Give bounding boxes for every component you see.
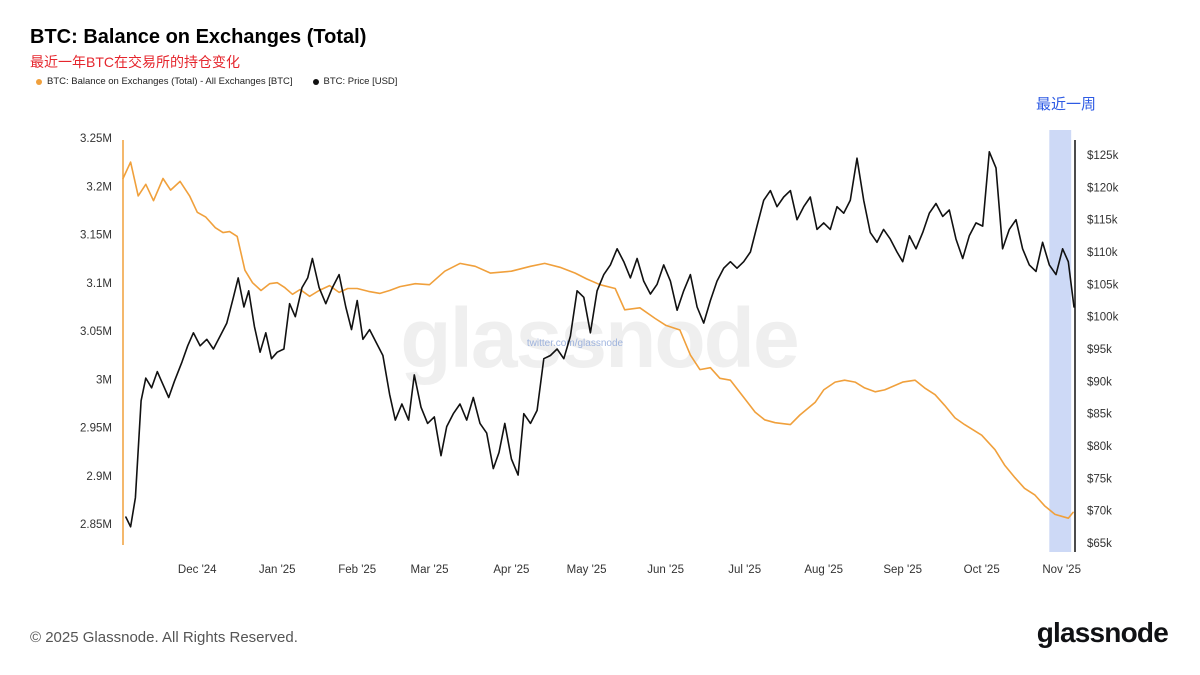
watermark-text: glassnode (400, 291, 797, 385)
right-axis-tick-label: $115k (1087, 215, 1118, 227)
x-axis-tick-label: Jun '25 (647, 564, 684, 576)
x-axis-tick-label: Nov '25 (1042, 564, 1081, 576)
legend-label-balance: BTC: Balance on Exchanges (Total) - All … (47, 76, 293, 87)
right-axis-tick-label: $85k (1087, 409, 1112, 421)
x-axis-tick-label: Apr '25 (493, 564, 529, 576)
legend-item-price: BTC: Price [USD] (312, 76, 398, 87)
right-axis-tick-label: $110k (1087, 247, 1118, 259)
left-axis-tick-label: 3.15M (80, 230, 112, 242)
balance-series-line (122, 161, 1074, 520)
right-axis-tick-label: $65k (1087, 538, 1112, 550)
copyright-text: © 2025 Glassnode. All Rights Reserved. (30, 629, 298, 646)
x-axis-tick-label: Jan '25 (259, 564, 296, 576)
x-axis-tick-label: Oct '25 (964, 564, 1000, 576)
x-axis-tick-label: Mar '25 (411, 564, 449, 576)
x-axis-tick-label: Dec '24 (178, 564, 217, 576)
right-axis-tick-label: $75k (1087, 473, 1112, 485)
legend-item-balance: BTC: Balance on Exchanges (Total) - All … (36, 76, 293, 87)
legend-label-price: BTC: Price [USD] (323, 76, 398, 87)
right-axis-tick-label: $95k (1087, 344, 1112, 356)
legend-dot-balance-icon (36, 78, 42, 85)
left-axis-tick-label: 2.95M (80, 423, 112, 435)
highlight-annotation: 最近一周 (1035, 96, 1096, 113)
left-axis-tick-label: 3.25M (80, 133, 112, 145)
right-axis-tick-label: $70k (1087, 506, 1112, 518)
left-axis-tick-label: 2.85M (80, 519, 112, 531)
right-axis-tick-label: $120k (1087, 182, 1119, 194)
legend-dot-price-icon (312, 78, 319, 85)
left-axis-tick-label: 2.9M (86, 471, 112, 483)
x-axis-tick-label: Feb '25 (338, 564, 376, 576)
right-axis-tick-label: $80k (1087, 441, 1112, 453)
left-axis-tick-label: 3.2M (86, 181, 112, 193)
left-axis-tick-label: 3M (96, 374, 112, 386)
glassnode-logo: glassnode (1036, 617, 1169, 648)
right-axis-tick-label: $125k (1087, 150, 1119, 162)
x-axis-tick-label: Jul '25 (728, 564, 761, 576)
page-title: BTC: Balance on Exchanges (Total) (30, 26, 367, 48)
x-axis-tick-label: Aug '25 (804, 564, 843, 576)
left-axis-tick-label: 3.1M (86, 278, 112, 290)
x-axis-tick-label: May '25 (567, 564, 607, 576)
right-axis-tick-label: $90k (1087, 376, 1112, 388)
right-axis-tick-label: $100k (1087, 312, 1119, 324)
chart-legend: BTC: Balance on Exchanges (Total) - All … (36, 76, 397, 87)
right-axis-tick-label: $105k (1087, 279, 1119, 291)
page-subtitle: 最近一年BTC在交易所的持仓变化 (30, 54, 240, 70)
left-axis-tick-label: 3.05M (80, 326, 112, 338)
x-axis-tick-label: Sep '25 (883, 564, 922, 576)
watermark-subtext: twitter.com/glassnode (527, 338, 624, 349)
price-series-line (125, 150, 1075, 528)
highlight-band (1049, 130, 1072, 552)
